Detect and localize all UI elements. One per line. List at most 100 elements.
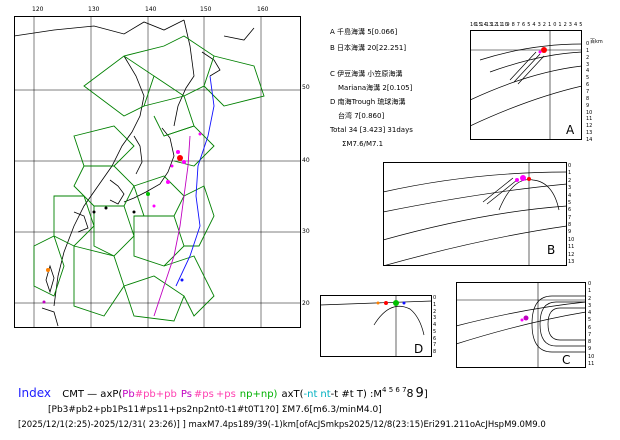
- panel-b-label: B: [547, 243, 555, 257]
- depth-tick-label: 9: [588, 346, 592, 353]
- legend-line-taiwan: 台湾 7[0.860]: [338, 112, 385, 120]
- depth-tick-label: 1: [588, 288, 592, 295]
- depth-tick-label: 7: [568, 214, 572, 221]
- epicenter-marker: [42, 300, 46, 304]
- epicenter-marker: [146, 192, 150, 196]
- depth-tick-label: 7: [588, 331, 592, 338]
- lat-label-30: 30: [302, 228, 310, 235]
- legend-line-total: Total 34 [3.423] 31days: [330, 126, 413, 134]
- lat-label-20: 20: [302, 300, 310, 307]
- depth-tick-label: 2: [433, 308, 437, 315]
- quake-marker: [527, 177, 531, 181]
- depth-tick-label: 1: [568, 170, 572, 177]
- panel-a-label: A: [566, 123, 575, 137]
- lon-label-160: 160: [257, 6, 269, 13]
- depth-tick-label: 4: [586, 68, 590, 75]
- depth-tick-label: 1: [433, 301, 437, 308]
- legend-line-a: A 千島海溝 5[0.066]: [330, 28, 398, 36]
- depth-tick-label: 6: [588, 324, 592, 331]
- epicenter-marker: [104, 206, 108, 210]
- footer-summary-line: [Pb3#pb2+pb1Ps11#ps11+ps2np2nt0-t1#t0T1?…: [48, 405, 382, 415]
- quake-marker: [515, 178, 519, 182]
- distance-tick-label: 7: [516, 22, 521, 28]
- depth-tick-label: 4: [433, 322, 437, 328]
- depth-tick-label: 8: [433, 349, 437, 355]
- legend-pb-hash: #pb: [134, 389, 156, 400]
- depth-tick-label: 11: [588, 361, 595, 367]
- trench-trace-magenta: [153, 135, 191, 317]
- depth-tick-label: 4: [568, 192, 572, 199]
- depth-tick-label: 7: [586, 89, 590, 95]
- quake-marker: [376, 301, 380, 305]
- lon-label-130: 130: [88, 6, 100, 13]
- quake-marker: [538, 50, 542, 54]
- legend-pb: Pb: [122, 389, 135, 400]
- depth-tick-label: 9: [568, 229, 572, 236]
- depth-tick-label: 11: [568, 244, 575, 251]
- quake-marker: [384, 301, 388, 305]
- distance-tick-label: 5: [579, 22, 583, 28]
- legend-mag8: 8: [406, 387, 414, 400]
- distance-tick-label: 10: [501, 22, 508, 28]
- depth-tick-label: 14: [586, 137, 593, 143]
- legend-line-d: D 南海Trough 琉球海溝: [330, 98, 406, 106]
- depth-tick-label: 11: [586, 116, 593, 123]
- distance-tick-label: 2: [542, 22, 547, 28]
- epicenter-marker: [182, 160, 186, 164]
- epicenter-marker: [180, 278, 184, 282]
- depth-tick-label: 2: [586, 54, 590, 61]
- panel-c-depth-axis: 0 1 2 3 4 5 6 7 8 9 10 11: [588, 281, 602, 368]
- distance-tick-label: 1: [558, 22, 562, 28]
- panel-c-label: C: [562, 353, 570, 367]
- lon-label-150: 150: [200, 6, 212, 13]
- depth-tick-label: 3: [433, 315, 437, 322]
- region-boundaries: [33, 35, 265, 322]
- legend-close: ]: [423, 389, 428, 400]
- cmt-prefix: CMT — axP(: [62, 389, 123, 400]
- footer-index-line: Index CMT — axP(Pb#pb+pb Ps #ps +ps np+np) ax…: [18, 386, 428, 401]
- depth-tick-label: 0: [433, 295, 437, 301]
- depth-tick-label: 0: [586, 41, 590, 47]
- depth-tick-label: 8: [588, 339, 592, 346]
- depth-tick-label: 5: [433, 328, 437, 335]
- cross-section-panel-a: A: [470, 30, 582, 140]
- legend-rest: -t #t T) :M: [330, 389, 383, 400]
- region-legend: A 千島海溝 5[0.066] B 日本海溝 20[22.251] C 伊豆海溝…: [330, 28, 470, 148]
- legend-ps-hash: #ps: [193, 389, 214, 400]
- depth-tick-label: 6: [586, 82, 590, 89]
- legend-nt: -nt: [303, 389, 318, 400]
- distance-tick-label: 8: [511, 22, 515, 28]
- distance-tick-label: 15: [475, 22, 482, 28]
- distance-tick-label: 13: [485, 22, 493, 28]
- epicenter-marker: [198, 132, 202, 136]
- depth-tick-label: 5: [586, 75, 590, 82]
- epicenter-marker: [170, 164, 174, 168]
- lat-label-40: 40: [302, 157, 310, 164]
- cross-section-panel-b: B: [383, 162, 567, 266]
- lon-label-120: 120: [32, 6, 44, 13]
- distance-tick-label: 14: [480, 22, 488, 28]
- depth-tick-label: 2: [588, 295, 592, 302]
- depth-tick-label: 4: [588, 310, 592, 317]
- depth-tick-label: 8: [568, 222, 572, 229]
- lat-label-50: 50: [302, 84, 310, 91]
- depth-tick-label: 5: [588, 317, 592, 324]
- quake-marker: [520, 175, 526, 181]
- epicenter-marker: [92, 210, 96, 214]
- epicenter-marker: [152, 204, 156, 208]
- distance-tick-label: 6: [522, 22, 526, 28]
- legend-line-mariana: Mariana海溝 2[0.105]: [338, 84, 413, 92]
- depth-tick-label: 6: [433, 335, 437, 342]
- depth-tick-label: 13: [568, 259, 575, 265]
- depth-tick-label: 12: [568, 251, 575, 258]
- legend-ps: Ps: [180, 389, 192, 400]
- depth-tick-label: 9: [586, 102, 590, 109]
- depth-tick-label: 0: [568, 163, 572, 169]
- quake-marker: [402, 301, 406, 305]
- map-lat-labels: 50 40 30 20: [300, 0, 320, 330]
- map-frame: [14, 16, 301, 328]
- depth-tick-label: 0: [588, 281, 592, 287]
- panel-a-depth-unit: 百km: [590, 39, 603, 45]
- epicenter-marker: [177, 155, 183, 161]
